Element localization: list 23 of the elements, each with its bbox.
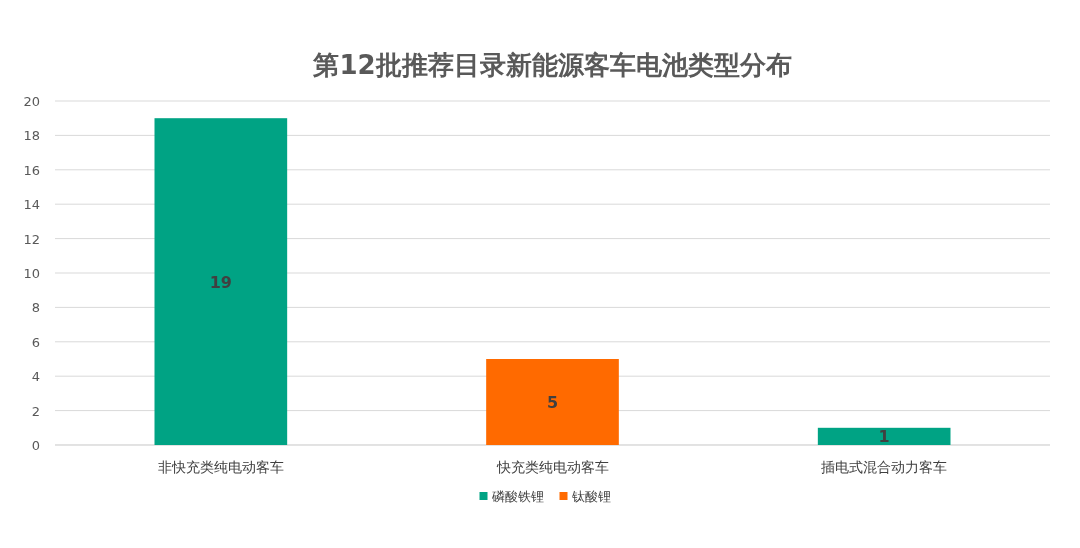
y-tick-label: 20 [23, 94, 40, 109]
data-label: 1 [878, 427, 890, 447]
y-tick-label: 16 [23, 162, 40, 178]
legend-label: 钛酸锂 [570, 489, 611, 504]
legend-label: 磷酸铁锂 [490, 489, 544, 504]
x-tick-label: 插电式混合动力客车 [821, 459, 948, 475]
y-tick-label: 10 [23, 266, 40, 281]
bar [486, 359, 619, 445]
data-label: 5 [546, 393, 559, 412]
bar [154, 118, 288, 445]
y-tick-label: 14 [23, 197, 40, 213]
y-tick-label: 2 [31, 403, 40, 419]
data-label: 19 [209, 272, 232, 292]
x-tick-label: 非快充类纯电动客车 [157, 459, 284, 475]
y-tick-label: 18 [23, 128, 40, 144]
bar [817, 427, 951, 445]
y-tick-label: 6 [31, 334, 40, 350]
y-tick-label: 0 [31, 438, 40, 453]
chart-title: 第12批推荐目录新能源客车电池类型分布 [312, 50, 792, 80]
y-tick-label: 12 [23, 231, 40, 247]
y-tick-label: 8 [31, 300, 40, 316]
x-tick-label: 快充类纯电动客车 [495, 459, 609, 475]
y-tick-label: 4 [31, 369, 40, 385]
